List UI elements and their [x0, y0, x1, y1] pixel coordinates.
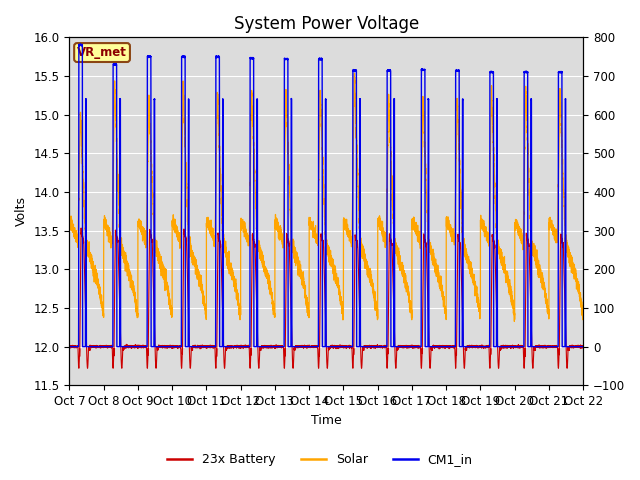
Legend: 23x Battery, Solar, CM1_in: 23x Battery, Solar, CM1_in	[163, 448, 477, 471]
X-axis label: Time: Time	[311, 414, 342, 427]
Title: System Power Voltage: System Power Voltage	[234, 15, 419, 33]
Y-axis label: Volts: Volts	[15, 196, 28, 227]
Text: VR_met: VR_met	[77, 46, 127, 59]
